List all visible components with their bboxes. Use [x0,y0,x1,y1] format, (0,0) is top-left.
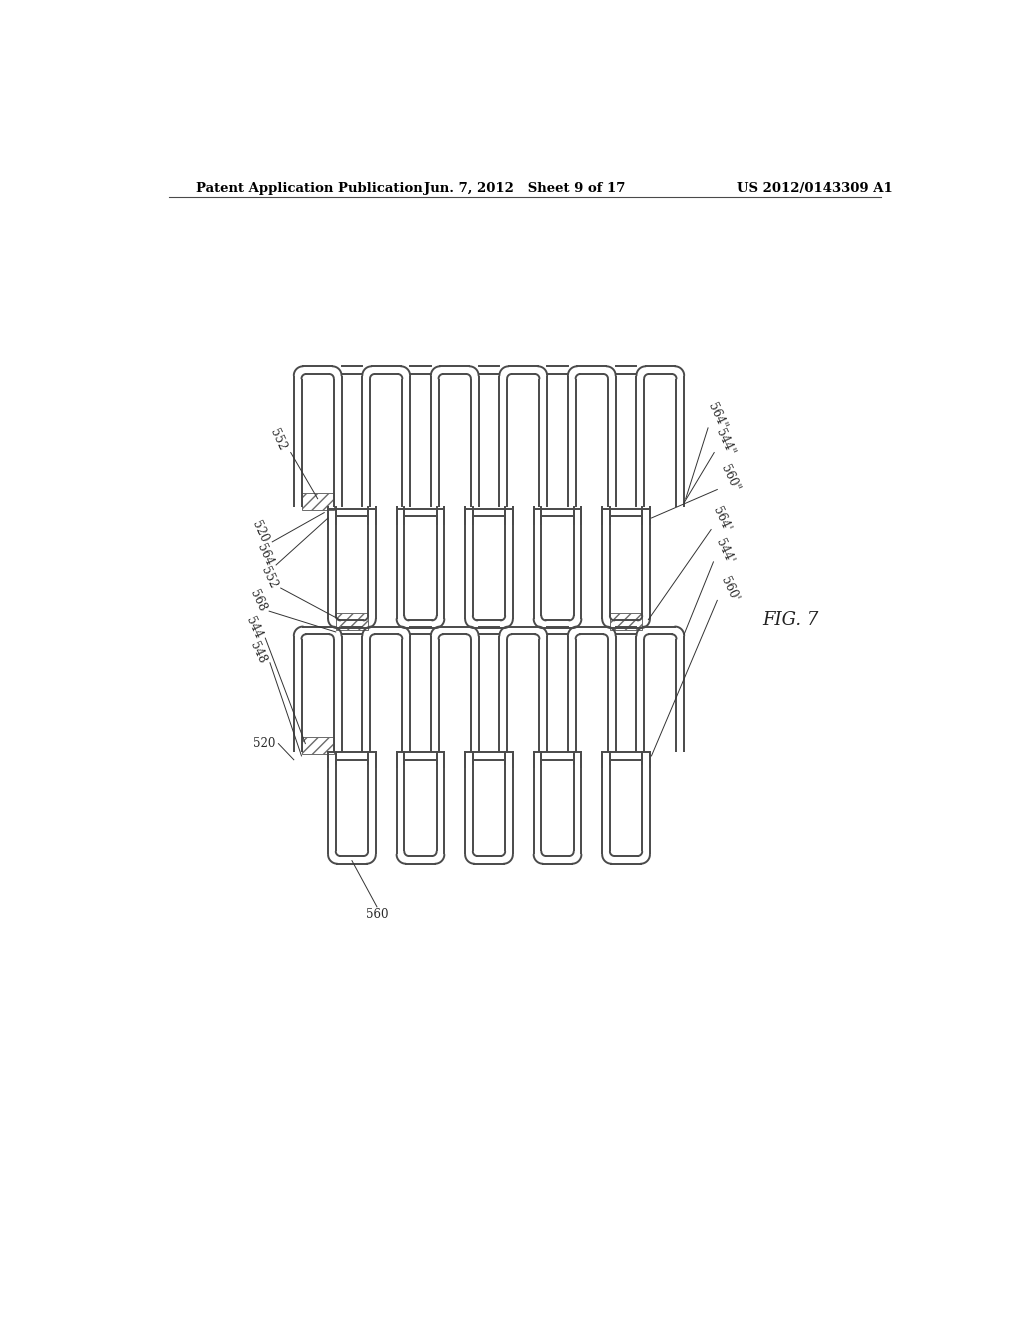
Bar [610,614,642,631]
Text: 560': 560' [718,576,741,605]
Text: 568: 568 [247,589,268,614]
Text: Jun. 7, 2012   Sheet 9 of 17: Jun. 7, 2012 Sheet 9 of 17 [424,182,626,194]
Text: FIG. 7: FIG. 7 [762,611,818,630]
Text: 560: 560 [366,908,388,921]
Text: Patent Application Publication: Patent Application Publication [196,182,423,194]
Bar [336,614,368,631]
Text: 544: 544 [243,615,264,642]
Bar [301,738,334,755]
Text: 560": 560" [718,462,741,494]
Text: 552: 552 [268,426,289,453]
Text: 552: 552 [258,565,280,591]
Text: 520: 520 [249,519,270,545]
Text: 564': 564' [711,504,733,533]
Text: 544": 544" [714,426,737,457]
Text: 564": 564" [706,401,729,432]
Text: 544': 544' [714,537,736,565]
Text: 520: 520 [253,737,275,750]
Bar [301,492,334,510]
Text: 564: 564 [254,543,275,568]
Text: 548: 548 [248,640,269,665]
Text: US 2012/0143309 A1: US 2012/0143309 A1 [737,182,893,194]
